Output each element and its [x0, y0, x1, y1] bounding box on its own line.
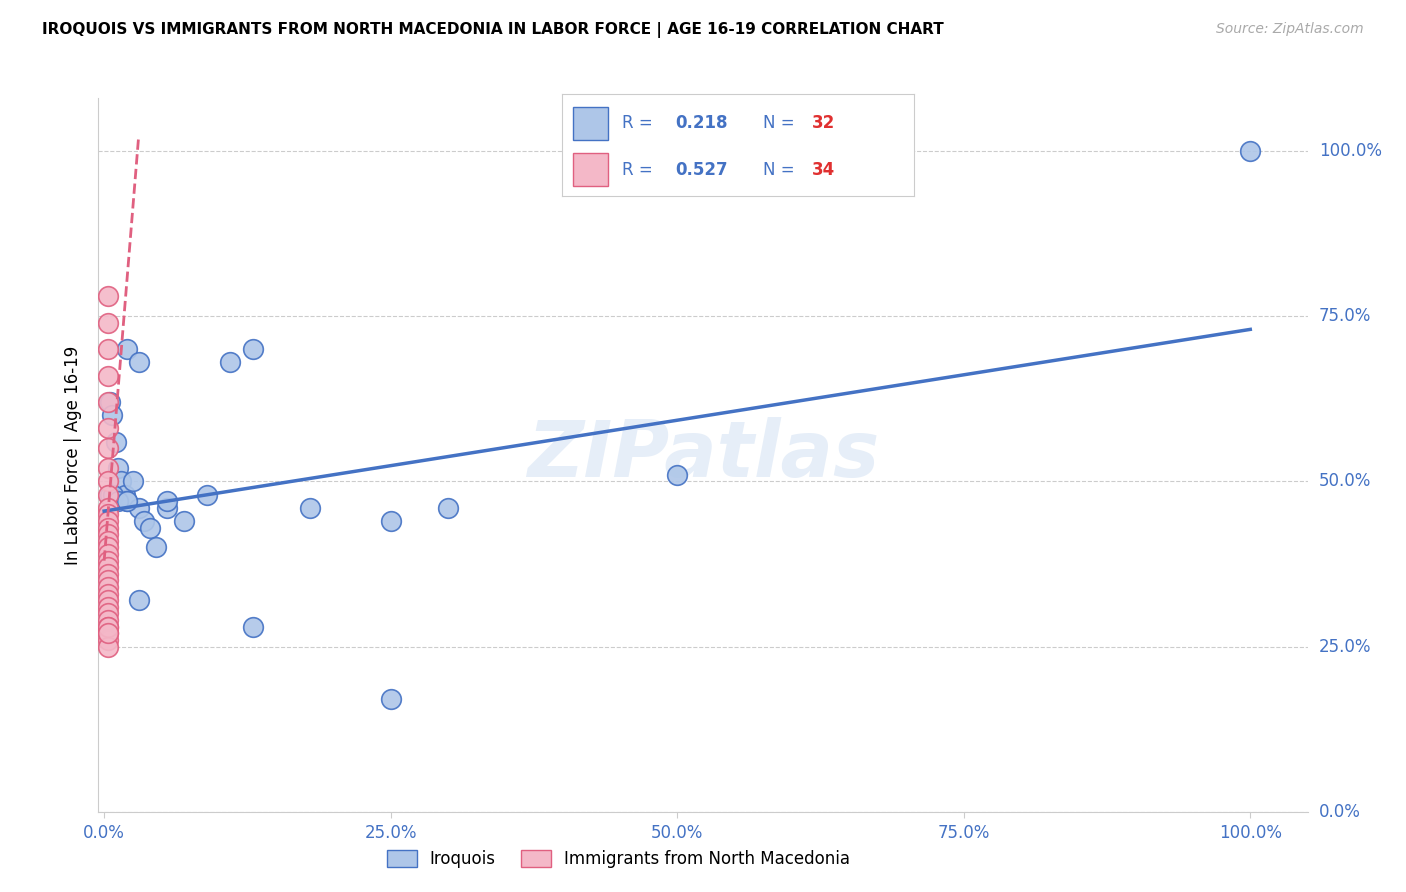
Text: 50.0%: 50.0%	[1319, 473, 1371, 491]
Point	[195, 487, 218, 501]
Point	[97, 316, 120, 330]
Point	[97, 395, 120, 409]
Point	[97, 520, 120, 534]
FancyBboxPatch shape	[574, 107, 609, 140]
Text: 100.0%: 100.0%	[1319, 142, 1382, 160]
Point	[115, 342, 138, 356]
Point	[97, 541, 120, 555]
Point	[219, 355, 242, 369]
Text: 34: 34	[813, 161, 835, 178]
Point	[97, 613, 120, 627]
Point	[1239, 144, 1261, 158]
Point	[97, 475, 120, 489]
Point	[114, 487, 136, 501]
Legend: Iroquois, Immigrants from North Macedonia: Iroquois, Immigrants from North Macedoni…	[380, 843, 856, 875]
Text: ZIPatlas: ZIPatlas	[527, 417, 879, 493]
Point	[97, 368, 120, 383]
Point	[107, 494, 129, 508]
Text: R =: R =	[621, 114, 658, 132]
Point	[97, 587, 120, 601]
Point	[115, 494, 138, 508]
Text: 0.0%: 0.0%	[1319, 803, 1361, 821]
Text: 75.0%: 75.0%	[1319, 307, 1371, 326]
Point	[97, 560, 120, 574]
Point	[666, 467, 689, 482]
Point	[97, 442, 120, 456]
Point	[115, 494, 138, 508]
Point	[97, 421, 120, 435]
Point	[104, 434, 127, 449]
Point	[98, 487, 121, 501]
Text: 32: 32	[813, 114, 835, 132]
Point	[97, 554, 120, 568]
Point	[242, 342, 264, 356]
Text: IROQUOIS VS IMMIGRANTS FROM NORTH MACEDONIA IN LABOR FORCE | AGE 16-19 CORRELATI: IROQUOIS VS IMMIGRANTS FROM NORTH MACEDO…	[42, 22, 943, 38]
Point	[97, 514, 120, 528]
Point	[98, 395, 121, 409]
Text: 0.218: 0.218	[675, 114, 727, 132]
Y-axis label: In Labor Force | Age 16-19: In Labor Force | Age 16-19	[65, 345, 83, 565]
Point	[97, 533, 120, 548]
Point	[156, 494, 179, 508]
Point	[97, 620, 120, 634]
Point	[97, 342, 120, 356]
Point	[128, 500, 150, 515]
Point	[97, 593, 120, 607]
Point	[437, 500, 460, 515]
Point	[110, 475, 132, 489]
Text: 25.0%: 25.0%	[1319, 638, 1371, 656]
Text: N =: N =	[762, 161, 800, 178]
Text: Source: ZipAtlas.com: Source: ZipAtlas.com	[1216, 22, 1364, 37]
Point	[97, 527, 120, 541]
Point	[242, 620, 264, 634]
Point	[97, 461, 120, 475]
Text: 0.527: 0.527	[675, 161, 727, 178]
Point	[97, 547, 120, 561]
Point	[101, 409, 124, 423]
Point	[128, 355, 150, 369]
Point	[97, 487, 120, 501]
Point	[97, 632, 120, 647]
Point	[97, 500, 120, 515]
Point	[97, 640, 120, 654]
Point	[299, 500, 322, 515]
Point	[173, 514, 195, 528]
Point	[97, 599, 120, 614]
Point	[156, 500, 179, 515]
Point	[97, 626, 120, 640]
Point	[107, 461, 129, 475]
FancyBboxPatch shape	[574, 153, 609, 186]
Point	[97, 626, 120, 640]
Point	[134, 514, 156, 528]
Point	[380, 692, 402, 706]
Point	[103, 487, 125, 501]
Point	[121, 475, 143, 489]
Point	[139, 520, 162, 534]
Point	[97, 607, 120, 621]
Point	[97, 566, 120, 581]
Text: R =: R =	[621, 161, 658, 178]
Point	[97, 574, 120, 588]
Point	[97, 508, 120, 522]
Point	[128, 593, 150, 607]
Point	[380, 514, 402, 528]
Point	[145, 541, 167, 555]
Text: N =: N =	[762, 114, 800, 132]
Point	[97, 620, 120, 634]
Point	[97, 580, 120, 594]
Point	[97, 289, 120, 303]
